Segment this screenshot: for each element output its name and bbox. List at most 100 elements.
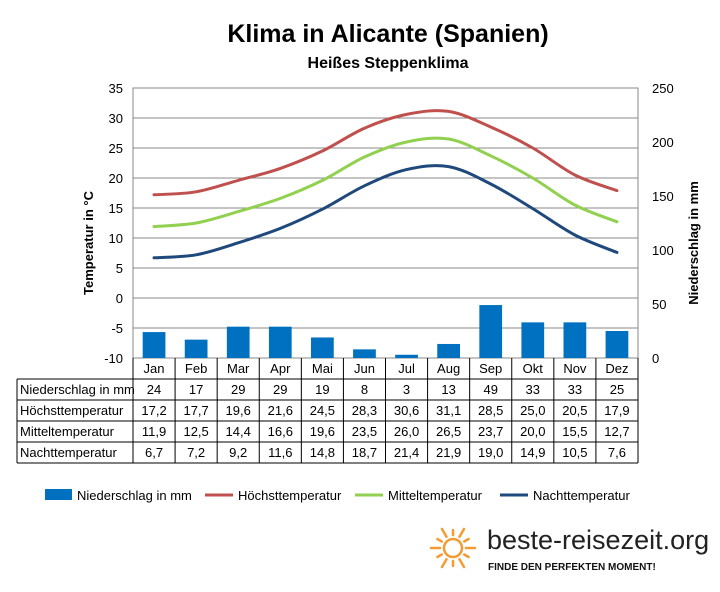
table-cell: 19,0: [478, 445, 503, 460]
right-tick-label: 100: [652, 243, 674, 258]
right-tick-label: 200: [652, 135, 674, 150]
table-cell: 31,1: [436, 403, 461, 418]
legend: Niederschlag in mm Höchsttemperatur Mittel…: [45, 488, 630, 503]
table-cell: 17,9: [604, 403, 629, 418]
left-tick-label: -10: [104, 351, 123, 366]
precip-bar-jul: [395, 354, 418, 358]
legend-mean-temp-line-label: Mitteltemperatur: [388, 488, 483, 503]
precip-bar-jun: [353, 349, 376, 358]
sun-icon: [429, 527, 477, 569]
precip-bar-nov: [563, 322, 587, 358]
sun-ray: [436, 537, 443, 543]
month-label: Mai: [312, 361, 333, 376]
max-temp-line: [152, 109, 619, 197]
right-tick-label: 50: [652, 297, 666, 312]
right-tick-label: 0: [652, 351, 659, 366]
table-cell: 8: [361, 382, 368, 397]
left-axis-ticks: 35 30 25 20 15 10 5 0 -5 -10: [104, 81, 123, 366]
table-cell: 7,2: [187, 445, 205, 460]
chart-title: Klima in Alicante (Spanien): [227, 20, 548, 48]
table-cell: 28,5: [478, 403, 503, 418]
table-row-label: Niederschlag in mm: [20, 382, 135, 397]
precip-bar-okt: [521, 322, 545, 358]
table-cell: 11,6: [268, 445, 292, 460]
table-cell: 28,3: [352, 403, 377, 418]
precip-bar-dez: [605, 331, 629, 358]
mean-temp-line: [152, 136, 619, 229]
night-temp-line: [152, 164, 619, 260]
table-cell: 10,5: [562, 445, 587, 460]
precip-bar-sep: [479, 305, 503, 358]
month-label: Nov: [563, 361, 587, 376]
sun-ray: [436, 553, 443, 559]
month-label: Jun: [354, 361, 375, 376]
month-label: Mar: [227, 361, 250, 376]
table-cell: 25: [610, 382, 624, 397]
table-cell: 12,7: [604, 424, 629, 439]
table-cell: 21,9: [436, 445, 461, 460]
legend-precip-label: Niederschlag in mm: [77, 488, 192, 503]
table-cell: 14,9: [520, 445, 545, 460]
left-tick-label: 20: [109, 171, 123, 186]
sun-ray: [458, 527, 466, 538]
table-row-label: Mitteltemperatur: [20, 424, 115, 439]
table-cell: 20,0: [520, 424, 545, 439]
table-cell: 33: [526, 382, 540, 397]
left-tick-label: 35: [109, 81, 123, 96]
sun-core: [442, 537, 464, 559]
precip-bar-mai: [311, 337, 334, 358]
month-label: Feb: [185, 361, 207, 376]
left-tick-label: 0: [116, 291, 123, 306]
table-cell: 19,6: [226, 403, 251, 418]
left-tick-label: 25: [109, 141, 123, 156]
table-cell: 13: [441, 382, 455, 397]
table-cell: 18,7: [352, 445, 377, 460]
table-cell: 3: [403, 382, 410, 397]
legend-night-temp-line-label: Nachttemperatur: [533, 488, 630, 503]
table-cell: 6,7: [145, 445, 163, 460]
table-cell: 16,6: [268, 424, 293, 439]
month-label: Apr: [270, 361, 291, 376]
table-cell: 23,5: [352, 424, 377, 439]
table-cell: 17: [189, 382, 203, 397]
right-tick-label: 250: [652, 81, 674, 96]
table-cell: 14,8: [310, 445, 335, 460]
table-cell: 19,6: [310, 424, 335, 439]
table-cell: 20,5: [562, 403, 587, 418]
sun-ray: [440, 558, 448, 569]
table-cell: 12,5: [183, 424, 208, 439]
month-label: Okt: [523, 361, 544, 376]
table-cell: 30,6: [394, 403, 419, 418]
table-cell: 49: [483, 382, 497, 397]
left-tick-label: 5: [116, 261, 123, 276]
left-tick-label: 15: [109, 201, 123, 216]
table-cell: 29: [273, 382, 287, 397]
table-cell: 23,7: [478, 424, 503, 439]
table-cell: 33: [568, 382, 582, 397]
precip-bar-aug: [437, 343, 460, 358]
table-cell: 26,5: [436, 424, 461, 439]
month-label: Jan: [144, 361, 165, 376]
temperature-lines: [152, 109, 619, 260]
table-cell: 9,2: [229, 445, 247, 460]
month-label: Sep: [479, 361, 502, 376]
table-cell: 24: [147, 382, 161, 397]
table-cell: 17,2: [141, 403, 166, 418]
table-cell: 25,0: [520, 403, 545, 418]
sun-ray: [458, 558, 466, 569]
precip-bar-feb: [184, 339, 208, 358]
precip-bar-apr: [268, 326, 292, 358]
sun-ray: [463, 553, 470, 559]
table-cell: 15,5: [562, 424, 587, 439]
table-row-label: Höchsttemperatur: [20, 403, 124, 418]
logo-text: beste-reisezeit.org: [487, 525, 709, 555]
left-axis-title: Temperatur in °C: [81, 190, 96, 295]
precip-bar-mar: [226, 326, 250, 358]
table-cell: 17,7: [183, 403, 208, 418]
logo: beste-reisezeit.org FINDE DEN PERFEKTEN …: [429, 525, 709, 573]
table-cell: 24,5: [310, 403, 335, 418]
month-label: Jul: [398, 361, 415, 376]
sun-ray: [440, 527, 448, 538]
month-label: Dez: [605, 361, 628, 376]
table-cell: 21,4: [394, 445, 419, 460]
